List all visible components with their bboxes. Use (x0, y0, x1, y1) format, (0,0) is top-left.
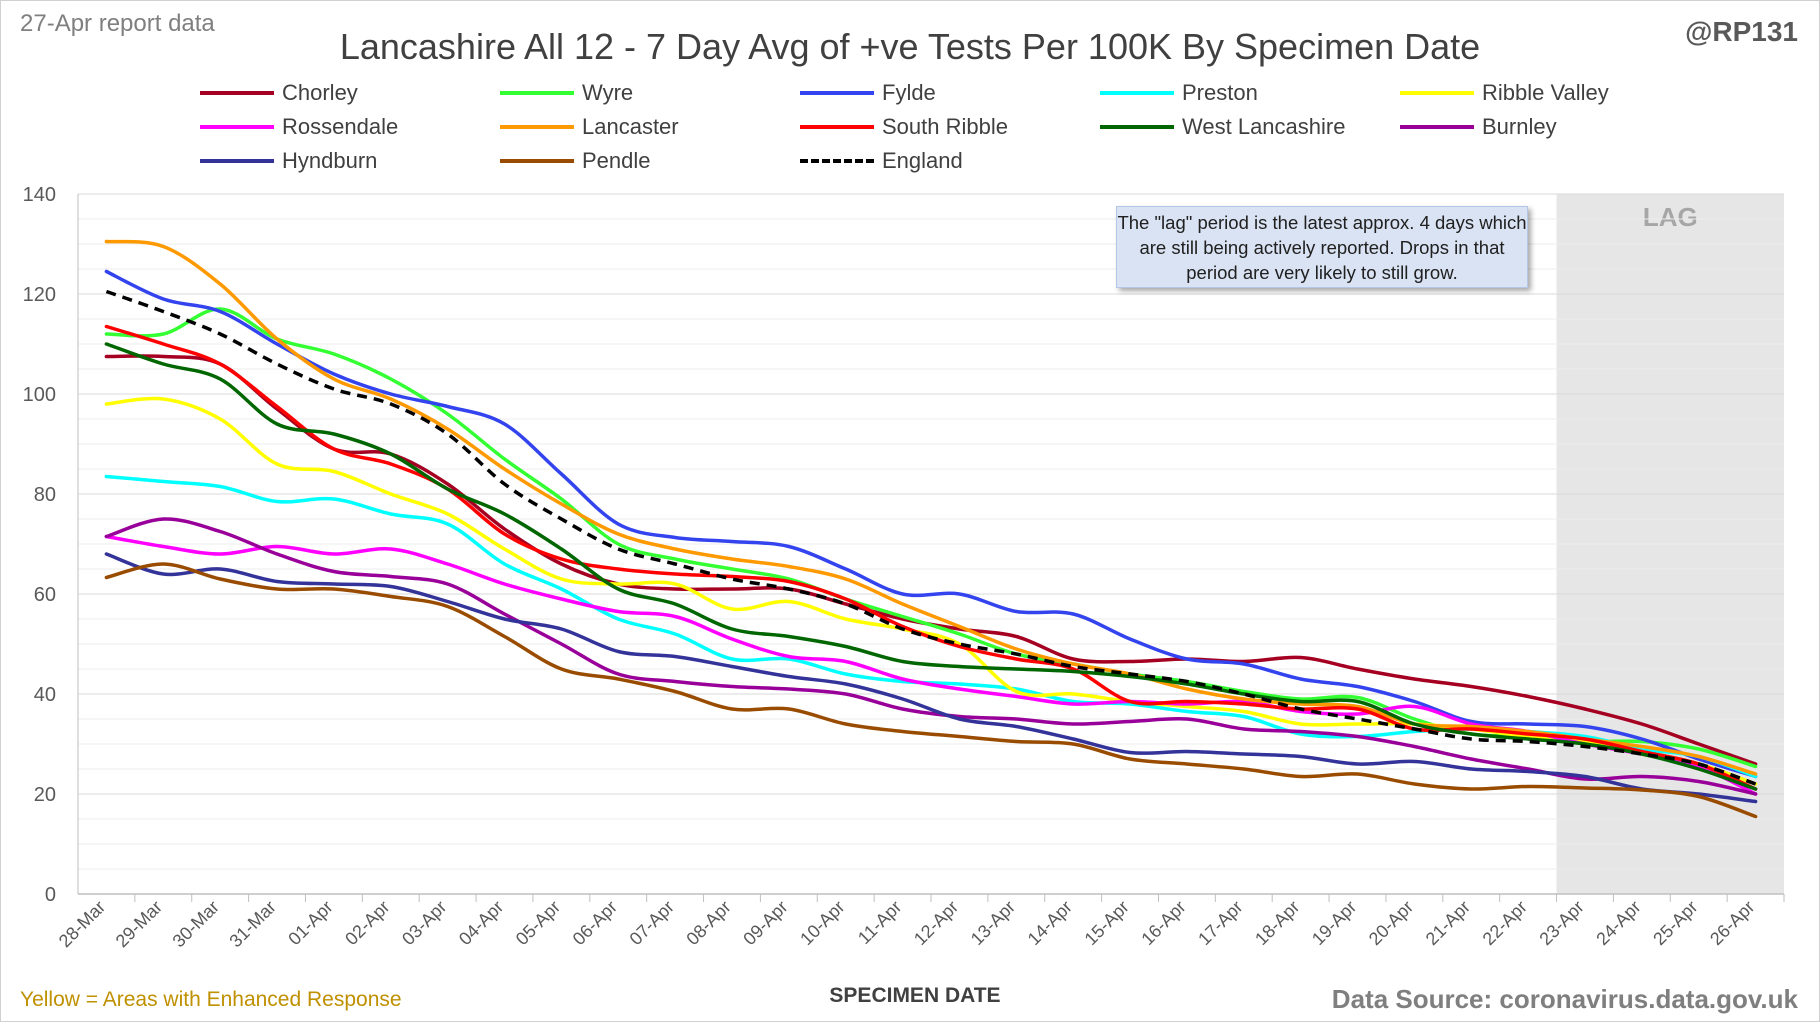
data-source-note: Data Source: coronavirus.data.gov.uk (1331, 984, 1798, 1014)
legend-swatch (1100, 125, 1174, 129)
x-tick-label: 06-Apr (569, 897, 621, 949)
author-handle: @RP131 (1685, 16, 1798, 47)
series-line-hyndburn (104, 552, 1758, 804)
x-tick-label: 18-Apr (1251, 897, 1303, 949)
legend-label: Wyre (582, 80, 634, 105)
y-tick-label: 40 (34, 684, 56, 706)
legend-swatch (500, 125, 574, 129)
legend-item-england: England (800, 146, 963, 176)
x-tick-label: 02-Apr (341, 897, 393, 949)
x-tick-label: 04-Apr (455, 897, 507, 949)
legend-swatch (500, 159, 574, 163)
series-line-burnley (104, 517, 1758, 796)
x-tick-label: 17-Apr (1194, 897, 1246, 949)
legend-label: Fylde (882, 80, 936, 105)
legend-label: Chorley (282, 80, 358, 105)
x-tick-label: 26-Apr (1706, 897, 1758, 949)
x-axis-title: SPECIMEN DATE (829, 984, 1001, 1007)
x-tick-label: 23-Apr (1535, 897, 1587, 949)
lag-label: LAG (1643, 202, 1698, 232)
y-tick-label: 140 (23, 184, 56, 206)
series-line-rossendale (104, 534, 1758, 796)
legend-item-pendle: Pendle (500, 146, 651, 176)
x-tick-label: 19-Apr (1308, 897, 1360, 949)
legend-item-ribble-valley: Ribble Valley (1400, 78, 1609, 108)
legend-item-wyre: Wyre (500, 78, 633, 108)
y-tick-label: 80 (34, 484, 56, 506)
x-tick-label: 14-Apr (1024, 897, 1076, 949)
legend-label: Preston (1182, 80, 1258, 105)
x-tick-label: 03-Apr (398, 897, 450, 949)
y-tick-label: 60 (34, 584, 56, 606)
x-tick-label: 08-Apr (682, 897, 734, 949)
legend-swatch (200, 159, 274, 163)
x-tick-label: 28-Mar (55, 897, 109, 951)
series-line-fylde (104, 269, 1758, 779)
y-tick-label: 20 (34, 784, 56, 806)
legend-item-lancaster: Lancaster (500, 112, 679, 142)
x-tick-label: 09-Apr (739, 897, 791, 949)
series-line-west-lancashire (104, 342, 1758, 791)
legend-item-preston: Preston (1100, 78, 1258, 108)
legend-label: Lancaster (582, 114, 679, 139)
legend-item-burnley: Burnley (1400, 112, 1557, 142)
legend-label: Pendle (582, 148, 651, 173)
chart-title: Lancashire All 12 - 7 Day Avg of +ve Tes… (339, 26, 1481, 67)
legend-swatch (800, 159, 874, 163)
x-tick-label: 25-Apr (1649, 897, 1701, 949)
x-tick-label: 11-Apr (854, 897, 905, 948)
series-line-england (105, 289, 1757, 786)
legend-item-south-ribble: South Ribble (800, 112, 1008, 142)
x-tick-label: 20-Apr (1365, 897, 1417, 949)
series-line-south-ribble (104, 324, 1758, 791)
legend-swatch (1400, 125, 1474, 129)
legend-swatch (500, 91, 574, 95)
report-date-note: 27-Apr report data (20, 10, 215, 37)
x-tick-label: 01-Apr (284, 897, 336, 949)
series-line-lancaster (104, 239, 1758, 776)
x-tick-label: 05-Apr (512, 897, 564, 949)
legend-item-hyndburn: Hyndburn (200, 146, 377, 176)
x-tick-label: 15-Apr (1081, 897, 1133, 949)
x-tick-label: 30-Mar (169, 897, 223, 951)
legend-item-rossendale: Rossendale (200, 112, 398, 142)
x-tick-label: 10-Apr (796, 897, 848, 949)
y-tick-label: 120 (23, 284, 56, 306)
enhanced-response-note: Yellow = Areas with Enhanced Response (20, 988, 402, 1011)
legend-item-fylde: Fylde (800, 78, 936, 108)
series-line-wyre (104, 307, 1758, 769)
x-tick-label: 24-Apr (1592, 897, 1644, 949)
lag-explanation-box: The "lag" period is the latest approx. 4… (1116, 206, 1528, 288)
x-tick-label: 21-Apr (1422, 897, 1474, 949)
x-tick-label: 22-Apr (1479, 897, 1531, 949)
legend-swatch (200, 91, 274, 95)
x-tick-label: 16-Apr (1137, 897, 1189, 949)
y-tick-label: 100 (23, 384, 56, 406)
y-tick-label: 0 (45, 884, 56, 906)
x-tick-label: 31-Mar (225, 897, 279, 951)
x-tick-label: 13-Apr (967, 897, 1019, 949)
legend-label: South Ribble (882, 114, 1008, 139)
legend-label: Burnley (1482, 114, 1557, 139)
legend-item-west-lancashire: West Lancashire (1100, 112, 1345, 142)
legend-label: Rossendale (282, 114, 399, 139)
legend-swatch (800, 91, 874, 95)
legend-swatch (1100, 91, 1174, 95)
legend-label: West Lancashire (1182, 114, 1346, 139)
legend-label: England (882, 148, 963, 173)
x-tick-label: 07-Apr (626, 897, 678, 949)
legend-item-chorley: Chorley (200, 78, 358, 108)
legend-swatch (800, 125, 874, 129)
series-line-chorley (104, 354, 1758, 766)
legend-swatch (200, 125, 274, 129)
legend-swatch (1400, 91, 1474, 95)
x-tick-label: 12-Apr (910, 897, 962, 949)
series-line-pendle (104, 562, 1758, 819)
legend-label: Hyndburn (282, 148, 378, 173)
x-tick-label: 29-Mar (112, 897, 166, 951)
legend-label: Ribble Valley (1482, 80, 1609, 105)
